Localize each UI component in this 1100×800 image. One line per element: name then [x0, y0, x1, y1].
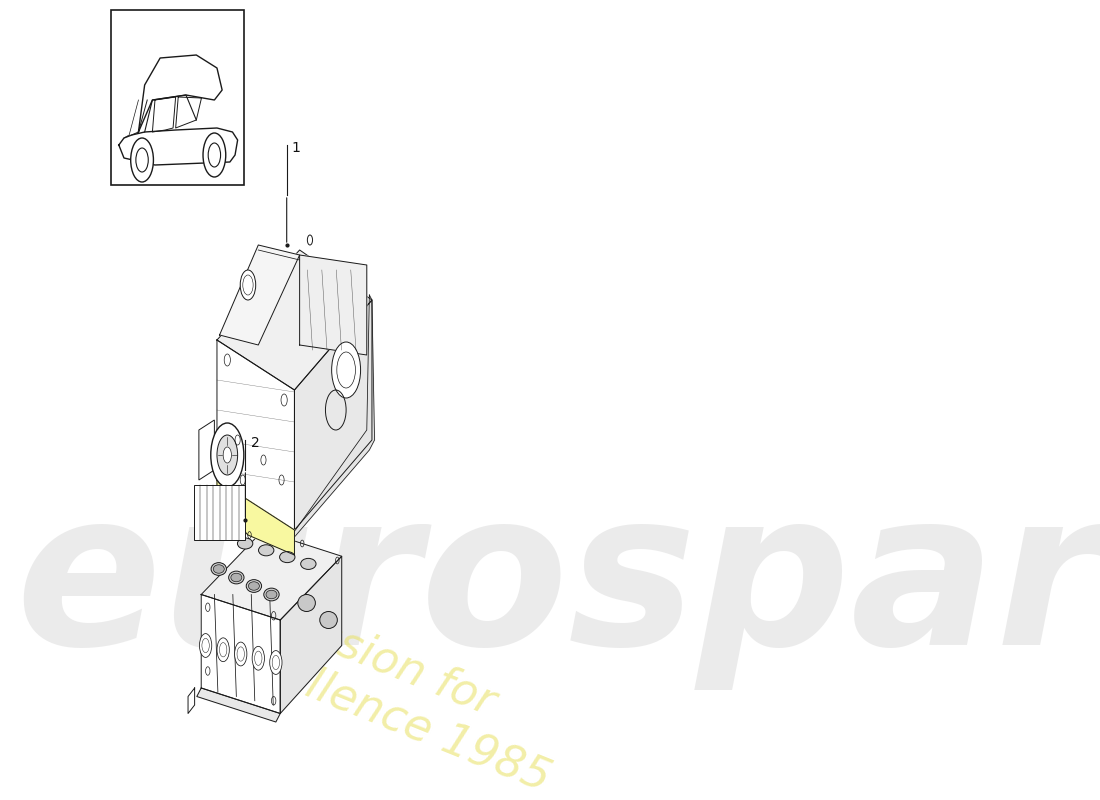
- Ellipse shape: [320, 611, 338, 629]
- Ellipse shape: [300, 558, 316, 570]
- Ellipse shape: [249, 582, 260, 590]
- Polygon shape: [199, 420, 214, 480]
- Ellipse shape: [229, 571, 244, 584]
- Polygon shape: [119, 128, 238, 165]
- Polygon shape: [217, 340, 295, 530]
- Ellipse shape: [279, 551, 295, 562]
- Text: 2: 2: [251, 436, 260, 450]
- Circle shape: [332, 342, 361, 398]
- Polygon shape: [201, 530, 342, 620]
- Circle shape: [240, 270, 255, 300]
- Ellipse shape: [213, 565, 224, 574]
- Ellipse shape: [231, 574, 242, 582]
- Circle shape: [204, 133, 226, 177]
- Circle shape: [307, 235, 312, 245]
- Ellipse shape: [298, 594, 316, 611]
- Polygon shape: [217, 250, 372, 390]
- Ellipse shape: [238, 538, 253, 549]
- Polygon shape: [220, 245, 299, 345]
- Text: eurospares: eurospares: [15, 481, 1100, 690]
- Circle shape: [223, 447, 231, 463]
- Circle shape: [217, 638, 229, 662]
- Circle shape: [252, 646, 264, 670]
- Polygon shape: [197, 688, 280, 722]
- Polygon shape: [201, 594, 280, 714]
- Polygon shape: [139, 55, 222, 132]
- Polygon shape: [295, 300, 372, 530]
- Ellipse shape: [246, 580, 262, 592]
- Polygon shape: [217, 480, 295, 555]
- Text: 1: 1: [292, 141, 300, 155]
- Circle shape: [234, 642, 246, 666]
- Ellipse shape: [266, 590, 277, 598]
- Polygon shape: [280, 556, 342, 714]
- Polygon shape: [292, 295, 374, 540]
- Text: a passion for
excellence 1985: a passion for excellence 1985: [201, 577, 575, 800]
- Circle shape: [217, 435, 238, 475]
- Ellipse shape: [211, 562, 227, 575]
- Bar: [194, 485, 245, 540]
- Circle shape: [211, 423, 244, 487]
- Polygon shape: [299, 255, 366, 355]
- Polygon shape: [188, 688, 195, 714]
- Bar: [111, 10, 244, 185]
- Ellipse shape: [258, 545, 274, 556]
- Circle shape: [270, 650, 282, 674]
- Circle shape: [199, 634, 212, 658]
- Ellipse shape: [264, 588, 279, 601]
- Circle shape: [131, 138, 153, 182]
